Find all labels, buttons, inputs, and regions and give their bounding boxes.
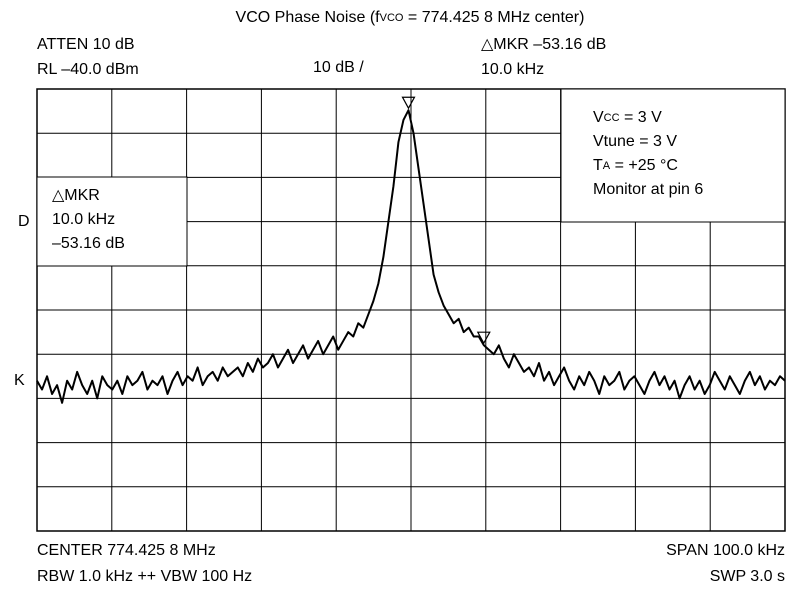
condition-part: = +25 °C (610, 157, 678, 174)
condition-part: = 3 V (620, 109, 663, 126)
condition: VCC = 3 V (593, 109, 662, 126)
side-label: D (18, 213, 30, 230)
condition-part: T (593, 157, 603, 174)
condition-part: Monitor at pin 6 (593, 181, 703, 198)
marker-freq: 10.0 kHz (481, 61, 544, 78)
condition: TA = +25 °C (593, 157, 678, 174)
marker-box-text: –53.16 dB (52, 235, 125, 252)
chart-title: VCO Phase Noise (fVCO = 774.425 8 MHz ce… (236, 9, 585, 26)
marker-box-text: △MKR (52, 187, 100, 204)
marker (476, 331, 491, 345)
marker-delta: △MKR –53.16 dB (481, 36, 606, 53)
condition-part: A (603, 160, 611, 172)
marker-box-text: 10.0 kHz (52, 211, 115, 228)
rbw: RBW 1.0 kHz ++ VBW 100 Hz (37, 568, 252, 585)
center-freq: CENTER 774.425 8 MHz (37, 542, 216, 559)
condition: Monitor at pin 6 (593, 181, 703, 198)
condition-part: V (593, 109, 604, 126)
condition: Vtune = 3 V (593, 133, 677, 150)
plot-frame (36, 88, 786, 532)
marker-box (36, 176, 188, 267)
side-label: K (14, 372, 25, 389)
span: SPAN 100.0 kHz (666, 542, 785, 559)
conditions-box (560, 88, 786, 223)
scale: 10 dB / (313, 59, 364, 76)
atten: ATTEN 10 dB (37, 36, 135, 53)
marker (401, 96, 416, 110)
sweep: SWP 3.0 s (710, 568, 785, 585)
condition-part: CC (604, 112, 620, 124)
ref-level: RL –40.0 dBm (37, 61, 139, 78)
condition-part: Vtune = 3 V (593, 133, 677, 150)
trace (36, 109, 786, 404)
